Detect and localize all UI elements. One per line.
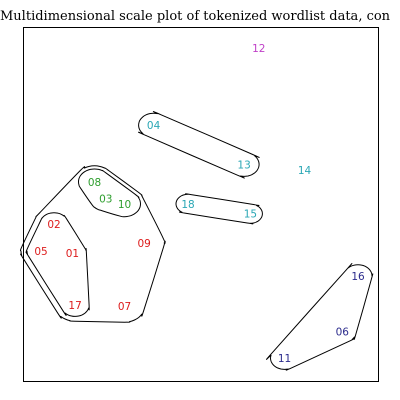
point-label-15: 15 xyxy=(244,209,257,221)
point-label-06: 06 xyxy=(336,327,350,339)
point-labels: 01 02 03 04 05 06 07 08 09 10 11 12 13 14 15 16 17 18 xyxy=(34,43,365,365)
point-label-18: 18 xyxy=(181,199,194,211)
cluster-hulls xyxy=(19,111,374,371)
point-label-05: 05 xyxy=(34,246,47,258)
cluster-hull xyxy=(175,193,263,225)
cluster-hull xyxy=(138,111,260,179)
point-label-17: 17 xyxy=(68,300,81,312)
point-label-04: 04 xyxy=(147,120,161,132)
cluster-hull xyxy=(25,212,90,317)
point-label-01: 01 xyxy=(66,248,79,260)
point-label-12: 12 xyxy=(252,43,265,55)
cluster-hull xyxy=(77,168,142,218)
cluster-hull xyxy=(266,263,374,371)
point-label-02: 02 xyxy=(47,219,60,231)
point-label-11: 11 xyxy=(278,353,291,365)
point-label-09: 09 xyxy=(138,238,151,250)
point-label-10: 10 xyxy=(118,199,131,211)
cluster-hull xyxy=(19,165,166,323)
point-label-13: 13 xyxy=(237,159,250,171)
point-label-03: 03 xyxy=(99,193,112,205)
plot-frame xyxy=(23,27,379,382)
chart-title: Multidimensional scale plot of tokenized… xyxy=(0,9,391,24)
point-label-08: 08 xyxy=(88,177,101,189)
point-label-07: 07 xyxy=(118,301,131,313)
point-label-14: 14 xyxy=(298,165,312,177)
point-label-16: 16 xyxy=(351,271,365,283)
